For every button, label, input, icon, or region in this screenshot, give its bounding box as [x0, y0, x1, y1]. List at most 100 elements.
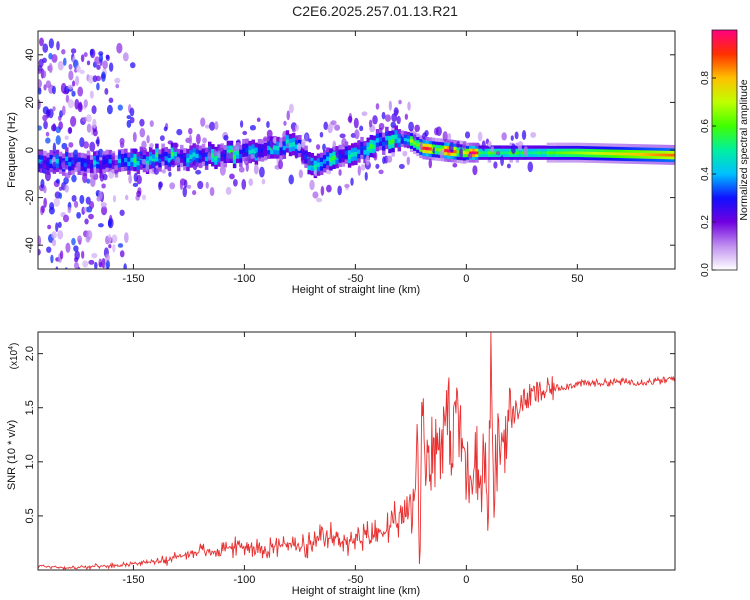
spectrogram-cell	[344, 150, 349, 156]
spectrogram-cell	[590, 154, 594, 158]
spectrogram-cell	[304, 154, 308, 160]
spectrogram-cell	[180, 153, 184, 159]
spectrogram-cell	[242, 147, 246, 153]
spectrogram-cell	[214, 155, 218, 161]
spectrogram-speckle	[59, 250, 64, 260]
spectrogram-cell	[580, 156, 585, 160]
spectrogram-cell	[217, 161, 221, 167]
spectrogram-speckle	[132, 131, 137, 143]
spectrogram-cell	[93, 155, 97, 161]
spectrogram-cell	[198, 149, 203, 155]
spectrogram-cell	[428, 143, 433, 148]
spectrogram-cell	[232, 150, 237, 156]
spectrogram-cell	[574, 142, 579, 146]
spectrogram-cell	[397, 137, 402, 143]
spectrogram-cell	[630, 152, 635, 156]
spectrogram-cell	[133, 162, 137, 168]
spectrogram-cell	[562, 153, 566, 158]
spectrogram-speckle	[334, 124, 341, 131]
spectrogram-speckle	[96, 64, 101, 70]
spectrogram-cell	[83, 157, 88, 163]
spectrogram-cell	[186, 148, 190, 154]
spectrogram-cell	[608, 151, 613, 156]
spectrogram-cell	[276, 149, 280, 155]
spectrogram-speckle	[319, 131, 324, 138]
spectrogram-cell	[406, 131, 411, 136]
colorbar-tick-label: 0.4	[700, 167, 711, 181]
spectrogram-cell	[394, 134, 398, 139]
spectrogram-cell	[618, 160, 622, 164]
spectrogram-speckle	[357, 165, 361, 176]
spectrogram-cell	[636, 146, 641, 151]
spectrogram-cell	[366, 146, 370, 152]
spectrogram-speckle	[44, 170, 51, 182]
spectrogram-cell	[531, 150, 535, 155]
spectrogram-cell	[552, 159, 557, 163]
spectrogram-x-ticks: -150 -100 -50 0 50	[122, 31, 583, 285]
spectrogram-cell	[587, 145, 591, 149]
spectrogram-cell	[552, 148, 557, 152]
spectrogram-speckle	[128, 174, 132, 184]
spectrogram-speckle	[188, 127, 193, 135]
spectrogram-speckle	[408, 121, 414, 132]
spectrogram-cell	[164, 151, 169, 157]
spectrogram-cell	[633, 144, 638, 148]
spectrogram-cell	[670, 150, 675, 154]
spectrogram-speckle	[253, 163, 259, 175]
spectrogram-cell	[475, 153, 479, 158]
spectrogram-cell	[484, 153, 489, 158]
spectrogram-cell	[624, 160, 628, 164]
spectrogram-cell	[232, 158, 237, 164]
spectrogram-cell	[378, 136, 383, 142]
spectrogram-cell	[148, 155, 153, 161]
spectrogram-cell	[369, 148, 374, 153]
spectrogram-cell	[456, 153, 461, 157]
spectrogram-speckle	[214, 121, 219, 131]
spectrogram-cell	[456, 149, 461, 154]
spectrogram-cell	[503, 150, 507, 155]
spectrogram-cell	[208, 159, 212, 164]
spectrogram-cell	[338, 157, 343, 163]
spectrogram-speckle	[57, 60, 64, 71]
spectrogram-cell	[43, 150, 47, 156]
spectrogram-cell	[223, 149, 228, 155]
spectrogram-cell	[636, 149, 641, 153]
spectrogram-cell	[77, 156, 82, 162]
spectrogram-cell	[465, 142, 470, 146]
spectrogram-cell	[655, 144, 659, 148]
spectrogram-cell	[378, 127, 383, 133]
spectrogram-cell	[291, 150, 296, 156]
spectrogram-cell	[441, 145, 445, 149]
spectrogram-speckle	[39, 271, 44, 275]
spectrogram-cell	[543, 150, 548, 155]
spectrogram-cell	[186, 153, 190, 159]
spectrogram-cell	[630, 146, 635, 151]
spectrogram-speckle	[161, 169, 166, 174]
spectrogram-cell	[108, 158, 113, 164]
spectrogram-cell	[49, 163, 54, 169]
spectrogram-cell	[338, 144, 343, 150]
spectrogram-cell	[354, 155, 358, 161]
spectrogram-cell	[347, 162, 352, 168]
spectrogram-cell	[239, 157, 243, 163]
spectrogram-cell	[313, 155, 318, 161]
spectrogram-cell	[459, 156, 464, 161]
spectrogram-cell	[559, 148, 563, 152]
spectrogram-cell	[382, 141, 386, 147]
spectrogram-speckle	[92, 118, 97, 129]
spectrogram-cell	[493, 150, 498, 155]
spectrogram-cell	[618, 157, 622, 161]
spectrogram-cell	[664, 150, 669, 154]
spectrogram-cell	[391, 151, 395, 157]
spectrogram-cell	[322, 163, 327, 169]
spectrogram-speckle	[141, 194, 147, 201]
spectrogram-speckle	[393, 107, 399, 116]
spectrogram-speckle	[42, 70, 47, 79]
spectrogram-cell	[89, 163, 94, 169]
spectrogram-cell	[127, 169, 131, 175]
spectrogram-cell	[366, 150, 370, 156]
spectrogram-cell	[590, 145, 594, 150]
spectrogram-cell	[574, 145, 579, 149]
spectrogram-cell	[472, 150, 476, 155]
spectrogram-cell	[235, 153, 240, 159]
